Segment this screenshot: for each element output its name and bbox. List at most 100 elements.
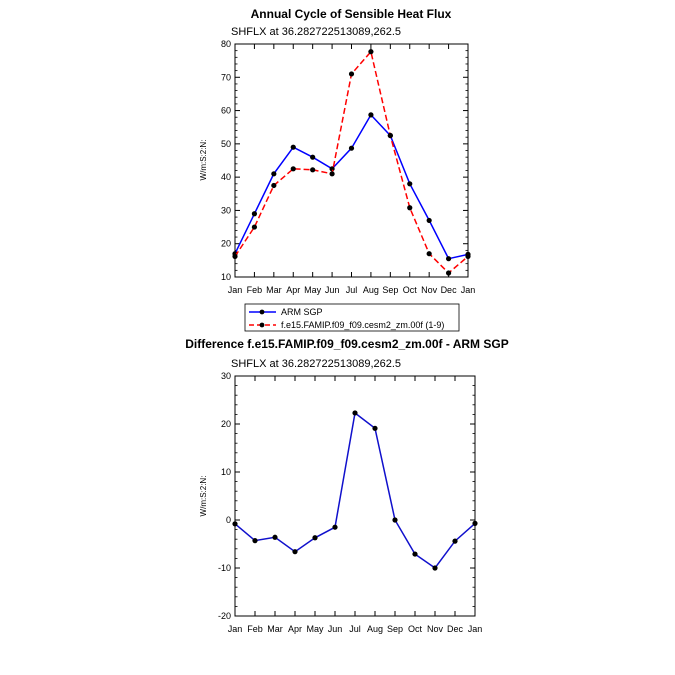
y-tick-label: 0 xyxy=(226,515,231,525)
x-tick-label: Jan xyxy=(228,285,243,295)
y-axis-difference: -20 -10 0 10 20 30 xyxy=(218,371,475,621)
x-tick-label: May xyxy=(306,624,324,634)
series-0-point xyxy=(252,538,258,544)
x-tick-label: Dec xyxy=(447,624,464,634)
series-group-difference xyxy=(232,410,478,571)
series-0-point xyxy=(368,112,374,118)
y-tick-label: -10 xyxy=(218,563,231,573)
series-0-point xyxy=(310,154,316,160)
series-0-point xyxy=(412,551,418,557)
x-tick-label: Sep xyxy=(382,285,398,295)
x-tick-label: Dec xyxy=(441,285,458,295)
series-1-point xyxy=(310,167,316,173)
chart-subtitle-difference: SHFLX at 36.282722513089,262.5 xyxy=(231,358,401,370)
series-0-point xyxy=(272,534,278,540)
series-0-point xyxy=(352,410,358,416)
x-tick-label: Feb xyxy=(247,624,263,634)
series-0-point xyxy=(426,217,432,224)
y-tick-label: 20 xyxy=(221,239,231,249)
x-axis: Jan Feb Mar Apr May Jun Jul Aug Sep Oct Nov Dec Jan xyxy=(228,44,476,295)
series-0-point xyxy=(292,549,298,555)
series-0-point xyxy=(445,256,452,262)
series-1-point xyxy=(387,132,393,139)
series-0-point xyxy=(452,538,458,544)
y-tick-label: -20 xyxy=(218,611,231,621)
y-tick-label: 40 xyxy=(221,172,231,182)
series-1-point xyxy=(465,253,471,259)
series-0-point xyxy=(332,524,338,530)
x-tick-label: Jul xyxy=(346,285,358,295)
x-tick-label: Oct xyxy=(403,285,418,295)
y-tick-label: 10 xyxy=(221,272,231,282)
difference-chart: Difference f.e15.FAMIP.f09_f09.cesm2_zm.… xyxy=(185,337,508,634)
y-axis: 10 20 30 40 50 60 70 80 xyxy=(221,39,468,282)
series-0-point xyxy=(232,521,238,527)
x-tick-label: Nov xyxy=(427,624,444,634)
x-tick-label: Jan xyxy=(228,624,243,634)
series-group xyxy=(232,49,471,276)
y-tick-label: 30 xyxy=(221,205,231,215)
y-tick-label: 10 xyxy=(221,467,231,477)
series-0-point xyxy=(271,171,277,177)
chart-title: Annual Cycle of Sensible Heat Flux xyxy=(251,7,452,21)
series-0-point xyxy=(432,565,438,571)
x-tick-label: Apr xyxy=(286,285,300,295)
x-tick-label: Mar xyxy=(267,624,283,634)
series-1-point xyxy=(232,253,238,259)
x-tick-label: Aug xyxy=(363,285,379,295)
series-1-point xyxy=(368,49,374,55)
series-1-point xyxy=(251,224,258,230)
legend-label-arm-sgp: ARM SGP xyxy=(281,307,323,317)
y-axis-label-difference: W/m:S:2:N: xyxy=(199,476,208,517)
x-tick-label: Jan xyxy=(461,285,476,295)
plot-frame xyxy=(234,43,469,278)
series-1-point xyxy=(407,205,413,211)
chart-title-difference: Difference f.e15.FAMIP.f09_f09.cesm2_zm.… xyxy=(185,337,508,351)
series-0-point xyxy=(407,181,413,187)
x-tick-label: Jul xyxy=(349,624,361,634)
x-axis-difference: Jan Feb Mar Apr May Jun Jul Aug Sep Oct Nov Dec Jan xyxy=(228,376,483,634)
x-tick-label: Apr xyxy=(288,624,302,634)
y-tick-label: 80 xyxy=(221,39,231,49)
x-tick-label: Nov xyxy=(421,285,438,295)
series-0-point xyxy=(392,517,398,523)
x-tick-label: Oct xyxy=(408,624,423,634)
series-0-point xyxy=(472,520,478,526)
legend: ARM SGP f.e15.FAMIP.f09_f09.cesm2_zm.00f… xyxy=(244,303,460,332)
x-tick-label: Aug xyxy=(367,624,383,634)
x-tick-label: Jun xyxy=(328,624,343,634)
x-tick-label: Jan xyxy=(468,624,483,634)
x-tick-label: May xyxy=(304,285,322,295)
series-line-0 xyxy=(234,411,476,570)
series-line-0 xyxy=(234,113,469,260)
series-line-1 xyxy=(234,50,469,275)
x-tick-label: Feb xyxy=(247,285,263,295)
series-1-point xyxy=(445,270,452,276)
series-0-point xyxy=(372,425,378,431)
chart-subtitle: SHFLX at 36.282722513089,262.5 xyxy=(231,26,401,38)
legend-box xyxy=(244,303,460,332)
x-tick-label: Jun xyxy=(325,285,340,295)
x-tick-label: Mar xyxy=(266,285,282,295)
y-tick-label: 70 xyxy=(221,72,231,82)
series-1-point xyxy=(348,71,355,77)
series-0-point xyxy=(312,535,318,541)
series-1-point xyxy=(290,166,296,172)
y-tick-label: 50 xyxy=(221,139,231,149)
series-0-point xyxy=(251,211,258,217)
series-0-point xyxy=(290,144,296,150)
legend-label-model: f.e15.FAMIP.f09_f09.cesm2_zm.00f (1-9) xyxy=(281,320,444,330)
series-0-point xyxy=(348,145,355,151)
series-1-point xyxy=(426,251,432,257)
y-tick-label: 30 xyxy=(221,371,231,381)
y-tick-label: 20 xyxy=(221,419,231,429)
annual-cycle-chart: Annual Cycle of Sensible Heat Flux SHFLX… xyxy=(199,7,475,295)
y-tick-label: 60 xyxy=(221,106,231,116)
legend-marker-arm-sgp xyxy=(259,309,265,315)
series-1-point xyxy=(271,182,277,189)
y-axis-label: W/m:S:2:N: xyxy=(199,140,208,181)
legend-marker-model xyxy=(259,322,265,328)
x-tick-label: Sep xyxy=(387,624,403,634)
series-1-point xyxy=(329,171,335,177)
